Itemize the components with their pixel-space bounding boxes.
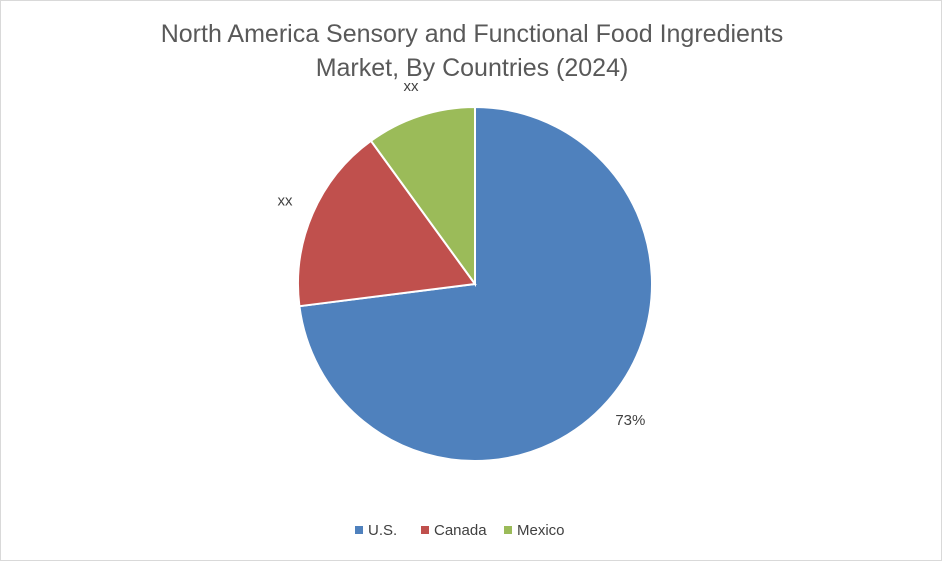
data-label: xx <box>404 78 420 95</box>
chart-title: North America Sensory and Functional Foo… <box>160 20 784 82</box>
data-label: xx <box>277 193 293 210</box>
legend-swatch <box>504 526 512 534</box>
pie-slice <box>297 139 477 308</box>
data-label: 73% <box>615 412 645 429</box>
pie-slice <box>369 105 476 288</box>
legend-swatch <box>355 526 363 534</box>
legend-swatch <box>421 526 429 534</box>
legend-label: Mexico <box>517 522 565 539</box>
legend-label: U.S. <box>368 522 397 539</box>
legend-label: Canada <box>434 522 487 539</box>
